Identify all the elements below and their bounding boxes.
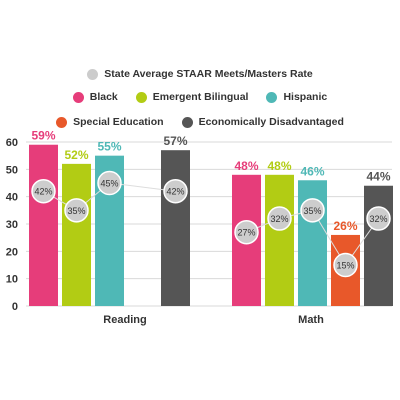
legend-row-1: State Average STAAR Meets/Masters Rate: [0, 68, 400, 80]
state-average-label: 42%: [166, 187, 184, 197]
data-label: 57%: [163, 134, 187, 148]
state-average-marker: [300, 198, 325, 223]
y-tick-label: 0: [12, 301, 18, 313]
legend-item-hispanic: Hispanic: [266, 91, 327, 103]
state-average-label: 15%: [336, 261, 354, 271]
data-label: 26%: [333, 219, 357, 233]
legend-item-black: Black: [72, 91, 118, 103]
data-label: 48%: [267, 159, 291, 173]
data-label: 52%: [64, 148, 88, 162]
bar-math-emergent-bilingual: [265, 174, 294, 306]
state-average-label: 35%: [67, 206, 85, 216]
state-average-marker: [31, 178, 56, 204]
legend-item-emergent-bilingual: Emergent Bilingual: [135, 91, 249, 103]
data-label: 48%: [234, 159, 258, 173]
state-average-marker: [163, 178, 188, 204]
legend-swatch-black: [72, 91, 84, 103]
y-tick-label: 60: [6, 137, 18, 149]
legend-row-2: Black Emergent Bilingual Hispanic: [0, 91, 400, 103]
bar-reading-emergent-bilingual: [62, 163, 91, 306]
data-label: 44%: [366, 170, 390, 184]
data-label: 46%: [300, 164, 324, 178]
legend-item-special-education: Special Education: [56, 116, 164, 128]
legend-item-state-average: State Average STAAR Meets/Masters Rate: [87, 68, 313, 80]
legend-swatch-state-average: [87, 68, 99, 80]
state-average-label: 35%: [303, 206, 321, 216]
bar-reading-economically-disadvantaged: [161, 150, 190, 306]
legend-swatch-special-education: [56, 116, 68, 128]
state-average-label: 42%: [34, 187, 52, 197]
y-tick-label: 50: [6, 164, 18, 176]
legend-label-economically-disadvantaged: Economically Disadvantaged: [198, 116, 344, 128]
state-average-marker: [366, 206, 391, 231]
data-label: 59%: [31, 129, 55, 143]
y-tick-label: 20: [6, 246, 18, 258]
bar-reading-black: [29, 144, 58, 306]
legend-label-emergent-bilingual: Emergent Bilingual: [152, 91, 249, 103]
legend-label-black: Black: [89, 91, 118, 103]
state-average-line: [43, 182, 176, 211]
y-tick-label: 40: [6, 192, 18, 204]
bar-math-economically-disadvantaged: [364, 185, 393, 306]
state-average-marker: [234, 219, 259, 245]
x-category-label: Math: [298, 314, 324, 326]
y-tick-label: 30: [6, 219, 18, 231]
state-average-label: 32%: [270, 214, 288, 224]
legend-row-3: Special Education Economically Disadvant…: [0, 116, 400, 128]
legend-label-state-average: State Average STAAR Meets/Masters Rate: [104, 68, 313, 80]
state-average-marker: [267, 206, 292, 231]
state-average-label: 27%: [237, 228, 255, 238]
state-average-label: 45%: [100, 179, 118, 189]
legend-swatch-economically-disadvantaged: [181, 116, 193, 128]
legend-swatch-hispanic: [266, 91, 278, 103]
x-category-label: Reading: [103, 314, 146, 326]
legend-item-economically-disadvantaged: Economically Disadvantaged: [181, 116, 344, 128]
state-average-marker: [97, 170, 122, 196]
state-average-label: 32%: [369, 214, 387, 224]
legend-label-hispanic: Hispanic: [283, 91, 328, 103]
data-label: 55%: [97, 140, 121, 154]
y-tick-label: 10: [6, 274, 18, 286]
legend-label-special-education: Special Education: [73, 116, 164, 128]
state-average-marker: [64, 198, 89, 223]
state-average-marker: [333, 252, 358, 278]
legend-swatch-emergent-bilingual: [135, 91, 147, 103]
